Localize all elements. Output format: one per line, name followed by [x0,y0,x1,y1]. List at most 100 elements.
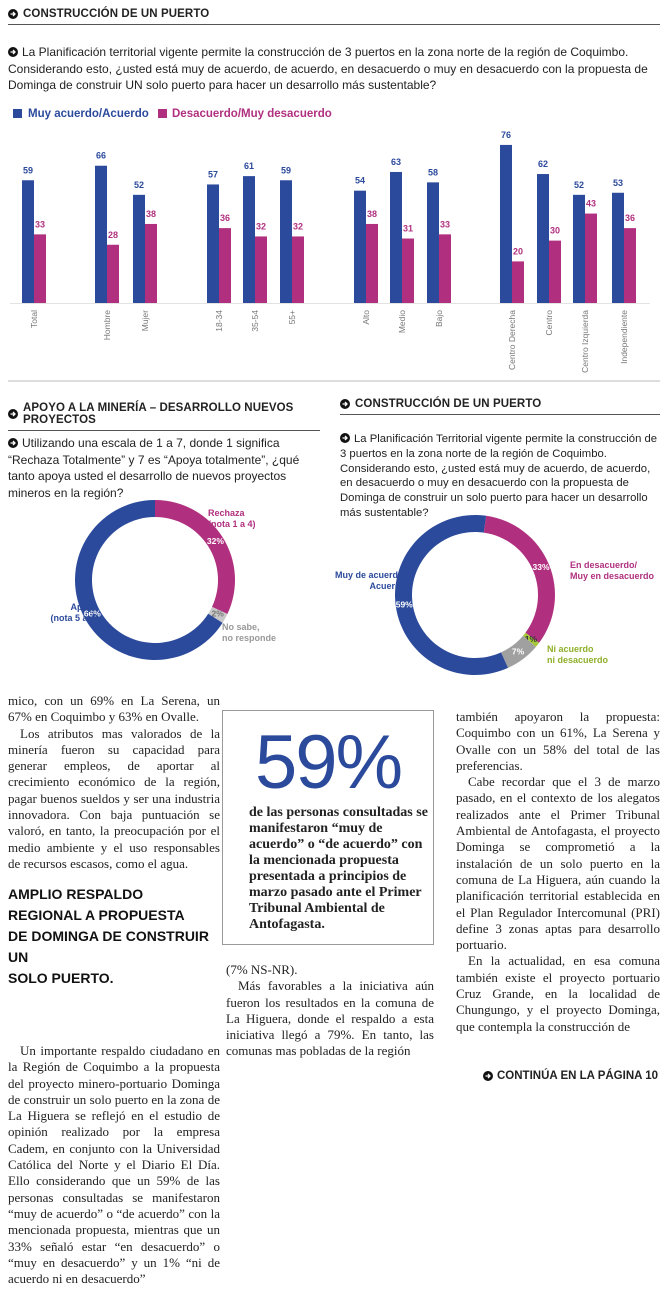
slice-label: Muy de acuerdo/ Acuerdo [334,570,406,591]
bar [624,228,636,303]
x-tick-label: Independiente [619,310,629,364]
bar [145,223,157,303]
value-label: 63 [391,157,401,167]
bar [366,223,378,303]
x-tick-label: 55+ [287,310,297,324]
value-label: 53 [613,178,623,188]
value-label: 33% [533,562,550,572]
section-header: CONSTRUCCIÓN DE UN PUERTO [8,8,660,25]
question: La Planificación Territorial vigente per… [340,432,660,521]
value-label: 32% [207,536,224,546]
paragraph: Un importante respaldo ciudadano en la R… [8,1043,220,1287]
question-text: Utilizando una escala de 1 a 7, donde 1 … [8,436,300,500]
value-label: 33 [35,219,45,229]
bar [34,234,46,303]
question-text: La Planificación Territorial vigente per… [340,433,658,519]
slice-label: En desacuerdo/ Muy en desacuerdo [570,560,655,581]
continues-text: CONTINÚA EN LA PÁGINA 10 [496,1070,658,1082]
value-label: 2% [212,609,225,619]
bar [133,194,145,303]
column: mico, con un 69% en La Serena, un 67% en… [8,693,220,872]
value-label: 7% [512,646,525,656]
x-tick-label: Alto [361,310,371,325]
slice-label: Apoya (nota 5 a 7) [50,602,98,623]
value-label: 58 [428,167,438,177]
value-label: 28 [108,230,118,240]
bar [585,213,597,303]
bar [95,165,107,303]
question: La Planificación territorial vigente per… [8,44,660,94]
value-label: 59 [23,165,33,175]
value-label: 66 [96,151,106,161]
question: Utilizando una escala de 1 a 7, donde 1 … [8,435,320,501]
slice-label: Ni acuerdo ni desacuerdo [547,644,609,665]
arrow-icon [8,9,18,19]
slice-label: Rechaza (nota 1 a 4) [208,508,256,529]
legend-swatch [158,109,167,118]
section-header: APOYO A LA MINERÍA – DESARROLLO NUEVOS P… [8,402,320,431]
paragraph: mico, con un 69% en La Serena, un 67% en… [8,693,220,725]
value-label: 54 [355,176,365,186]
question-text: La Planificación territorial vigente per… [8,45,648,92]
value-label: 36 [220,213,230,223]
section-header: CONSTRUCCIÓN DE UN PUERTO [340,398,660,415]
legend-label: Desacuerdo/Muy desacuerdo [172,108,332,120]
bar [243,176,255,303]
x-tick-label: Centro Derecha [507,310,517,370]
bar [207,184,219,303]
paragraph: Cabe recordar que el 3 de marzo pasado, … [456,774,660,953]
bar [107,244,119,303]
value-label: 62 [538,159,548,169]
header-text: CONSTRUCCIÓN DE UN PUERTO [23,8,210,20]
arrow-icon [8,409,18,419]
paragraph: también apoyaron la propuesta: Coquimbo … [456,709,660,773]
bar [439,234,451,303]
arrow-icon [340,433,350,443]
arrow-icon [482,1071,493,1081]
value-label: 33 [440,219,450,229]
pie-slice [522,632,540,647]
value-label: 1% [525,634,538,644]
paragraph: En la actualidad, en esa comuna también … [456,953,660,1034]
column: también apoyaron la propuesta: Coquimbo … [456,709,660,1035]
column: Un importante respaldo ciudadano en la R… [8,1043,220,1287]
pie-slice [501,635,536,668]
x-tick-label: Bajo [434,310,444,327]
value-label: 61 [244,161,254,171]
bar [255,236,267,303]
bar [22,180,34,303]
paragraph: Los atributos mas valorados de la minerí… [8,725,220,871]
legend-label: Muy acuerdo/Acuerdo [28,108,149,120]
x-tick-label: Hombre [102,310,112,341]
column: (7% NS-NR). Más favorables a la iniciati… [226,962,434,1060]
value-label: 76 [501,130,511,140]
bar [573,194,585,303]
value-label: 52 [574,180,584,190]
header-text: CONSTRUCCIÓN DE UN PUERTO [355,398,542,410]
bar [612,192,624,303]
x-tick-label: Centro Izquierda [580,310,590,373]
bar [354,190,366,303]
pie-slice [394,515,509,675]
arrow-icon [8,47,18,57]
value-label: 32 [293,221,303,231]
x-tick-label: Total [29,310,39,328]
value-label: 66% [84,609,101,619]
pie-slice [483,515,555,643]
paragraph: Más favorables a la iniciativa aún fuero… [226,978,434,1059]
callout-box: 59% de las personas consultadas se manif… [222,710,434,945]
value-label: 59% [396,599,413,609]
callout-text: de las personas consultadas se manifesta… [249,805,428,932]
legend-swatch [13,109,22,118]
x-tick-label: Centro [544,310,554,336]
bar [500,144,512,303]
paragraph: (7% NS-NR). [226,962,298,977]
bar [537,174,549,303]
value-label: 30 [550,226,560,236]
arrow-icon [8,438,18,448]
value-label: 31 [403,224,413,234]
x-tick-label: 18-34 [214,310,224,332]
callout-number: 59% [254,720,403,805]
bar [280,180,292,303]
